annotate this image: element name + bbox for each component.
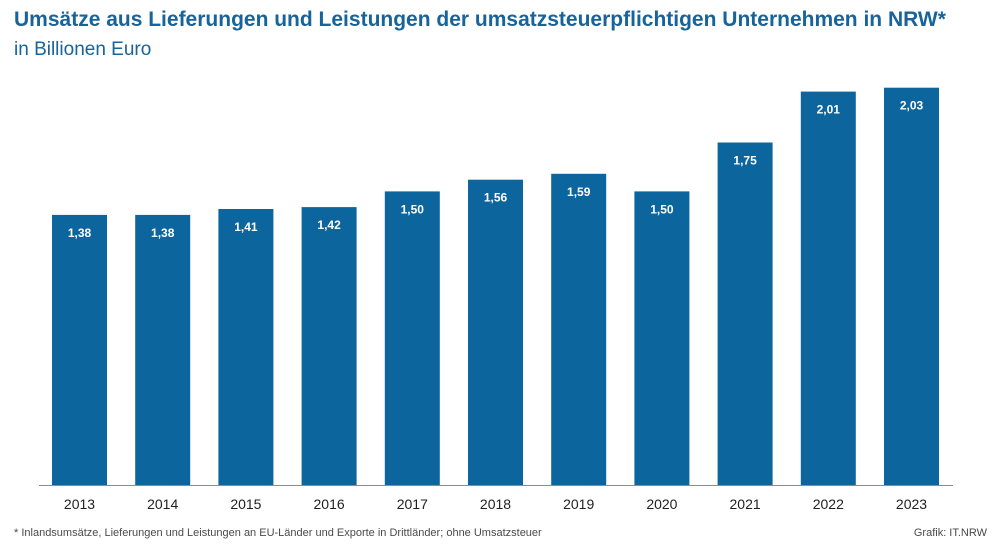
x-tick-label-2017: 2017 bbox=[397, 496, 428, 512]
bar-2017 bbox=[384, 191, 440, 485]
bar-label-2014: 1,38 bbox=[151, 226, 175, 240]
chart-subtitle: in Billionen Euro bbox=[14, 39, 152, 60]
bar-label-2022: 2,01 bbox=[817, 103, 841, 117]
x-tick-label-2023: 2023 bbox=[896, 496, 927, 512]
bar-2019 bbox=[551, 173, 607, 486]
x-tick-label-2016: 2016 bbox=[314, 496, 345, 512]
bar-label-2018: 1,56 bbox=[484, 191, 508, 205]
chart-footnote: * Inlandsumsätze, Lieferungen und Leistu… bbox=[14, 527, 542, 539]
x-tick-label-2015: 2015 bbox=[230, 496, 261, 512]
x-tick-label-2021: 2021 bbox=[730, 496, 761, 512]
bar-2018 bbox=[468, 179, 523, 485]
bar-label-2020: 1,50 bbox=[650, 202, 674, 216]
bar-2022 bbox=[800, 91, 856, 485]
bar-label-2017: 1,50 bbox=[401, 202, 425, 216]
x-tick-label-2022: 2022 bbox=[813, 496, 844, 512]
bar-label-2019: 1,59 bbox=[567, 185, 591, 199]
bar-2021 bbox=[717, 142, 773, 485]
bar-2020 bbox=[634, 191, 690, 485]
x-tick-label-2020: 2020 bbox=[646, 496, 677, 512]
x-tick-label-2019: 2019 bbox=[563, 496, 594, 512]
bar-2013 bbox=[52, 214, 107, 485]
chart-source: Grafik: IT.NRW bbox=[913, 527, 987, 539]
bar-label-2015: 1,41 bbox=[234, 220, 258, 234]
bar-label-2013: 1,38 bbox=[68, 226, 92, 240]
x-tick-label-2018: 2018 bbox=[480, 496, 511, 512]
bar-label-2023: 2,03 bbox=[900, 99, 924, 113]
bar-2015 bbox=[218, 209, 274, 485]
bar-2016 bbox=[301, 207, 357, 485]
bar-label-2021: 1,75 bbox=[733, 154, 757, 168]
bar-label-2016: 1,42 bbox=[317, 218, 341, 232]
bar-2023 bbox=[884, 87, 939, 485]
bar-2014 bbox=[135, 214, 191, 485]
x-tick-label-2013: 2013 bbox=[64, 496, 95, 512]
chart-title: Umsätze aus Lieferungen und Leistungen d… bbox=[14, 8, 946, 31]
x-tick-label-2014: 2014 bbox=[147, 496, 178, 512]
